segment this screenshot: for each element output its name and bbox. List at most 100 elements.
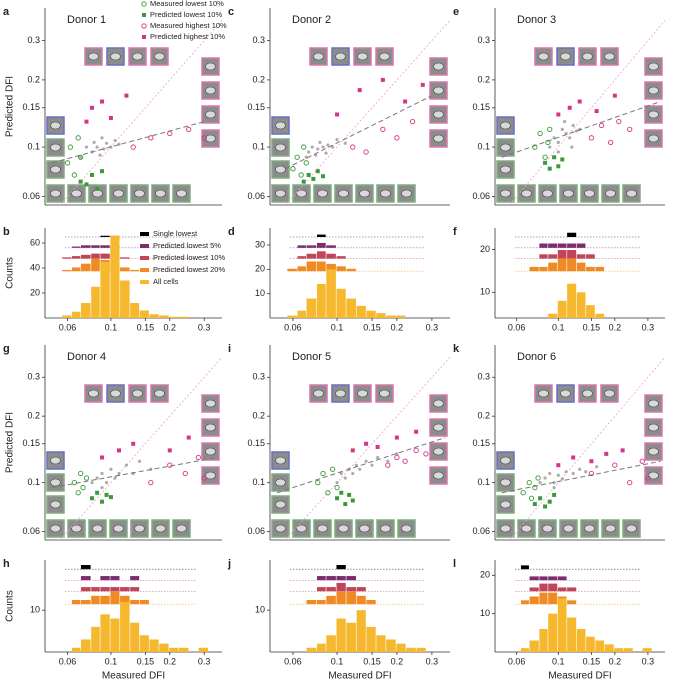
y-tick-label: 0.15 [247, 102, 265, 112]
cell-image [88, 389, 99, 398]
point-square [84, 182, 89, 187]
hist-bar [396, 315, 406, 318]
y-tick-label: 0.1 [477, 477, 490, 487]
point-circle [535, 475, 541, 481]
y-tick-label: 10 [255, 605, 265, 615]
cell-point [102, 147, 106, 151]
cell-image [50, 478, 61, 487]
hist-bar [567, 600, 577, 605]
hist-bar [139, 635, 149, 652]
y-tick-label: 0.06 [247, 191, 265, 201]
cell-image [648, 86, 659, 95]
point-circle [201, 135, 207, 141]
point-circle [294, 154, 300, 160]
point-circle [334, 484, 340, 491]
point-square [335, 112, 340, 117]
hist-bar [595, 266, 605, 272]
identity-line [59, 20, 223, 206]
cell-point [351, 471, 355, 476]
point-square [339, 490, 344, 495]
point-circle [148, 135, 154, 141]
cell-point [538, 481, 542, 485]
cell-image [521, 524, 532, 533]
cell-image [401, 189, 412, 198]
point-circle [639, 458, 645, 464]
hist-bar [71, 256, 81, 259]
hist-bar [576, 629, 586, 652]
legend-label: Single lowest [153, 229, 198, 238]
hist-bar [71, 647, 81, 652]
hist-bar [326, 635, 336, 652]
cell-image [71, 524, 82, 533]
hist-bar [62, 257, 72, 259]
hist-bar [316, 234, 326, 237]
hist-bar [539, 266, 548, 272]
cell-point [95, 145, 99, 149]
point-square [552, 492, 557, 497]
cell-point [560, 127, 564, 131]
point-circle [325, 490, 331, 496]
hist-bar [520, 565, 529, 570]
y-tick-label: 20 [255, 264, 265, 274]
x-tick-label: 0.15 [363, 656, 381, 666]
cell-image [50, 189, 61, 198]
y-tick-label: 0.2 [27, 74, 40, 84]
hist-bar [169, 647, 179, 652]
identity-line [285, 356, 451, 541]
hist-bar [529, 576, 539, 581]
cell-image [110, 389, 121, 398]
cell-image [275, 524, 286, 533]
cell-point [364, 459, 368, 463]
cell-point [562, 120, 567, 124]
cell-point [339, 471, 343, 476]
x-tick-label: 0.2 [164, 656, 177, 666]
cell-image [433, 423, 444, 432]
donor-label: Donor 2 [292, 14, 331, 26]
cell-point [571, 471, 575, 476]
point-square [78, 179, 83, 184]
cell-point [570, 145, 574, 149]
legend-swatch [140, 232, 149, 236]
hist-bar [80, 303, 91, 318]
hist-bar [366, 310, 376, 318]
point-circle [167, 462, 173, 468]
x-axis-label: Measured DFI [328, 671, 391, 682]
point-square [186, 435, 191, 440]
cell-image [604, 389, 615, 398]
cell-point [556, 473, 560, 477]
point-circle [67, 144, 73, 150]
point-circle [409, 118, 416, 125]
hist-bar [110, 235, 120, 318]
point-circle [186, 126, 192, 133]
cell-image [500, 121, 511, 130]
hist-bar [306, 261, 317, 272]
cell-image [335, 389, 346, 398]
y-tick-label: 0.15 [247, 438, 265, 448]
cell-image [205, 471, 216, 480]
fit-line [277, 437, 446, 494]
cell-point [395, 452, 399, 456]
cell-image [134, 524, 145, 533]
point-circle [290, 166, 296, 172]
hist-bar [595, 313, 605, 318]
point-square [108, 115, 113, 120]
hist-bar [80, 254, 91, 259]
cell-image [433, 134, 444, 143]
hist-bar [346, 622, 357, 652]
hist-bar [336, 582, 346, 592]
cell-point [568, 136, 572, 140]
cell-point [117, 471, 121, 476]
x-axis-label: Measured DFI [548, 671, 611, 682]
x-axis-label: Measured DFI [102, 671, 165, 682]
point-circle [627, 480, 633, 486]
legend-marker [141, 23, 147, 29]
hist-bar [366, 599, 376, 605]
cell-point [324, 151, 328, 155]
y-tick-label: 10 [480, 287, 490, 297]
cell-image [275, 500, 286, 509]
x-tick-label: 0.3 [198, 656, 211, 666]
hist-bar [306, 298, 317, 318]
hist-bar [120, 587, 130, 592]
cell-image [113, 189, 124, 198]
hist-bar [91, 253, 100, 259]
